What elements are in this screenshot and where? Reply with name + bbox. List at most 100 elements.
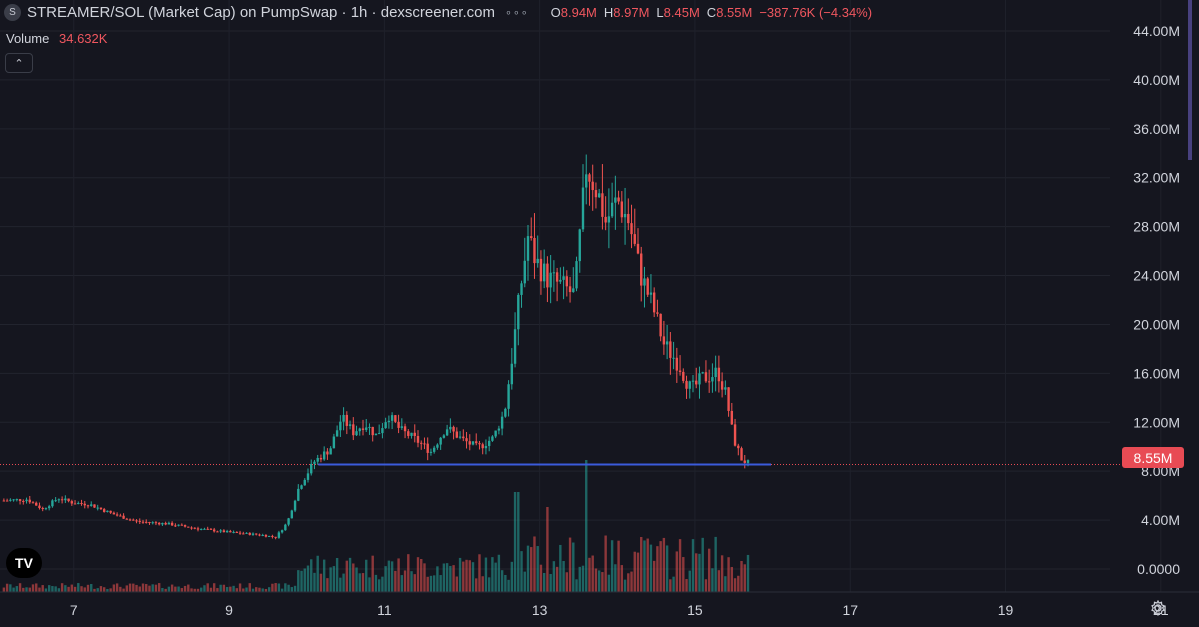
candle-body bbox=[128, 519, 132, 521]
y-tick-label: 0.0000 bbox=[1137, 561, 1180, 577]
candle-body bbox=[96, 507, 99, 509]
candle-body bbox=[183, 525, 187, 527]
candle-body bbox=[135, 520, 138, 522]
candle-body bbox=[572, 288, 575, 293]
volume-bar bbox=[109, 588, 112, 592]
volume-bar bbox=[539, 564, 543, 592]
volume-bar bbox=[481, 576, 484, 592]
volume-bar bbox=[297, 570, 300, 592]
volume-bar bbox=[555, 566, 559, 592]
volume-bar bbox=[86, 584, 90, 592]
candle-body bbox=[740, 448, 743, 461]
candle-body bbox=[145, 521, 148, 523]
volume-bar bbox=[656, 546, 659, 592]
volume-bar bbox=[520, 551, 523, 592]
settings-gear-icon[interactable] bbox=[1148, 598, 1168, 618]
candle-body bbox=[452, 426, 455, 432]
volume-bar bbox=[698, 553, 701, 592]
volume-label: Volume bbox=[6, 31, 50, 46]
volume-bar bbox=[64, 585, 67, 592]
candle-body bbox=[568, 286, 572, 293]
volume-bar bbox=[387, 560, 391, 592]
y-tick-label: 40.00M bbox=[1133, 72, 1180, 88]
candle-body bbox=[109, 510, 112, 513]
volume-bar bbox=[258, 587, 261, 592]
candle-body bbox=[157, 522, 161, 525]
volume-bar bbox=[707, 548, 711, 592]
volume-bar bbox=[209, 587, 213, 592]
candle-body bbox=[339, 421, 342, 431]
volume-bar bbox=[423, 563, 426, 592]
volume-bar bbox=[365, 559, 368, 592]
candle-body bbox=[222, 530, 226, 533]
candle-body bbox=[313, 461, 316, 464]
volume-bar bbox=[546, 507, 549, 592]
volume-bar bbox=[737, 575, 740, 592]
volume-bar bbox=[28, 587, 31, 592]
volume-bar bbox=[277, 583, 281, 592]
candle-body bbox=[491, 436, 494, 441]
ohlc-readout: O 8.94M H 8.97M L 8.45M C 8.55M −387.76K… bbox=[551, 5, 879, 20]
volume-bar bbox=[25, 587, 28, 592]
candle-body bbox=[203, 528, 206, 530]
y-tick-label: 16.00M bbox=[1133, 365, 1180, 381]
candle-body bbox=[22, 501, 25, 503]
candle-body bbox=[481, 444, 484, 449]
candle-body bbox=[248, 532, 251, 535]
candle-body bbox=[83, 503, 86, 506]
volume-bar bbox=[38, 587, 41, 592]
volume-bar bbox=[274, 583, 277, 592]
time-axis[interactable]: 7 9 11 13 15 17 19 21 bbox=[0, 591, 1199, 618]
volume-bar bbox=[724, 576, 727, 592]
candle-body bbox=[562, 276, 565, 280]
candle-body bbox=[316, 457, 319, 462]
scrollbar[interactable] bbox=[1188, 0, 1192, 160]
candle-body bbox=[206, 528, 209, 530]
dots-icon[interactable]: ∘∘∘ bbox=[504, 7, 529, 19]
candle-body bbox=[193, 527, 196, 529]
volume-bar bbox=[180, 588, 184, 592]
candle-body bbox=[271, 535, 274, 537]
volume-bar bbox=[212, 583, 216, 592]
volume-bar bbox=[636, 552, 640, 592]
candle-body bbox=[255, 533, 258, 535]
volume-bar bbox=[410, 571, 413, 592]
volume-bar bbox=[627, 573, 630, 592]
volume-bar bbox=[594, 568, 598, 592]
tradingview-logo[interactable]: TV bbox=[6, 548, 42, 578]
candle-body bbox=[533, 238, 536, 264]
volume-bar bbox=[167, 586, 171, 592]
collapse-button[interactable]: ⌃ bbox=[5, 53, 33, 73]
candle-body bbox=[581, 187, 585, 230]
y-tick-label: 12.00M bbox=[1133, 414, 1180, 430]
candle-body bbox=[99, 507, 103, 510]
token-icon[interactable]: S bbox=[4, 4, 21, 21]
volume-legend: Volume 34.632K bbox=[6, 31, 107, 46]
candle-body bbox=[180, 524, 184, 526]
candle-body bbox=[35, 502, 38, 506]
candle-body bbox=[530, 236, 533, 239]
candle-body bbox=[41, 508, 44, 510]
candle-body bbox=[643, 278, 646, 286]
volume-bar bbox=[720, 555, 724, 592]
high-value: 8.97M bbox=[613, 5, 650, 20]
candle-body bbox=[60, 499, 64, 501]
volume-bar bbox=[135, 584, 138, 592]
volume-bar bbox=[714, 536, 717, 592]
candle-body bbox=[669, 341, 672, 358]
volume-bar bbox=[190, 588, 193, 592]
candle-body bbox=[455, 431, 459, 438]
volume-bar bbox=[70, 584, 74, 592]
volume-bar bbox=[125, 585, 129, 592]
volume-bar bbox=[432, 575, 436, 592]
candle-body bbox=[377, 433, 381, 435]
volume-bar bbox=[688, 570, 691, 592]
price-axis[interactable]: 44.00M 40.00M 36.00M 32.00M 28.00M 24.00M 20.0… bbox=[1133, 23, 1180, 577]
candle-body bbox=[112, 512, 116, 515]
volume-bar bbox=[491, 557, 494, 592]
volume-bar bbox=[47, 585, 51, 592]
candle-body bbox=[585, 174, 588, 188]
volume-bar bbox=[112, 584, 116, 592]
volume-bar bbox=[517, 492, 520, 592]
